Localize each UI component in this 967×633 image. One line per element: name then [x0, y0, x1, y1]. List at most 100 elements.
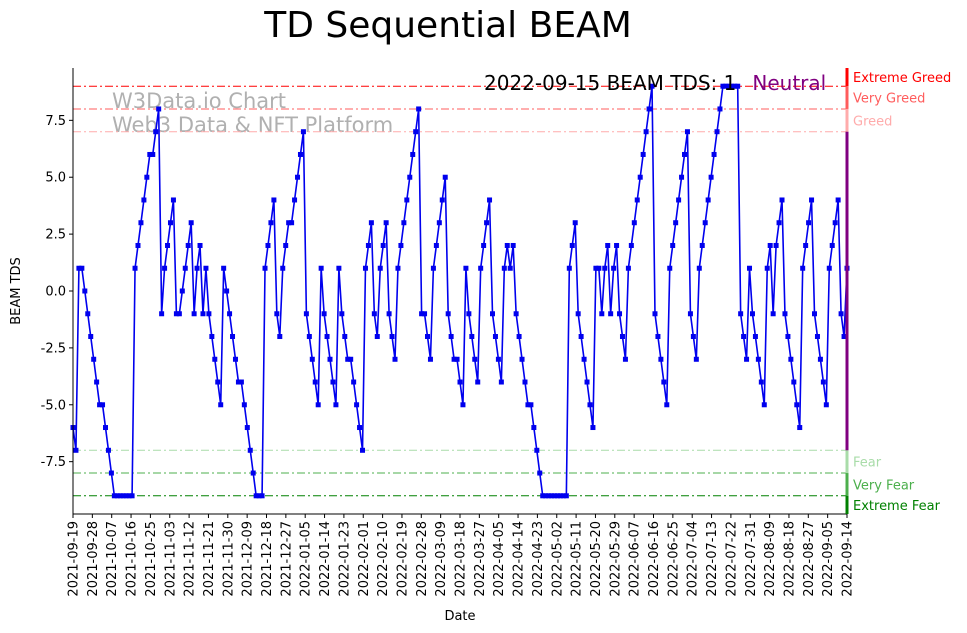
data-point	[430, 265, 436, 271]
data-point	[534, 447, 540, 453]
data-point	[398, 242, 404, 248]
data-point	[286, 220, 292, 226]
x-tick-label: 2022-05-11	[570, 521, 585, 597]
data-point	[557, 493, 563, 499]
data-point	[123, 493, 129, 499]
annotation-text: 2022-09-15 BEAM TDS: 1	[484, 71, 736, 95]
data-point	[105, 447, 111, 453]
zone-label-3: Fear	[853, 456, 882, 471]
data-point	[362, 265, 368, 271]
data-point	[451, 356, 457, 362]
y-ticks: 7.5 5.0 2.5 0.0 -2.5 -5.0 -7.5	[41, 114, 73, 470]
data-point	[469, 334, 475, 340]
data-point	[94, 379, 100, 385]
data-point	[684, 129, 690, 135]
data-point	[552, 493, 558, 499]
data-point	[755, 356, 761, 362]
data-point	[410, 151, 416, 157]
data-point	[182, 265, 188, 271]
data-point	[492, 334, 498, 340]
data-point	[232, 356, 238, 362]
data-point	[516, 334, 522, 340]
data-point	[209, 334, 215, 340]
data-point	[687, 311, 693, 317]
data-point	[560, 493, 566, 499]
x-tick-label: 2022-07-31	[744, 521, 759, 597]
data-point	[368, 220, 374, 226]
data-point	[159, 311, 165, 317]
data-point	[200, 311, 206, 317]
data-point	[608, 311, 614, 317]
data-point	[386, 311, 392, 317]
data-point	[345, 356, 351, 362]
data-point	[436, 220, 442, 226]
data-point	[82, 288, 88, 294]
data-point	[117, 493, 123, 499]
data-point	[726, 83, 732, 89]
latest-annotation: 2022-09-15 BEAM TDS: 1 Neutral	[484, 71, 826, 95]
x-tick-label: 2021-11-21	[202, 521, 217, 597]
data-point	[419, 311, 425, 317]
data-point	[259, 493, 265, 499]
data-point	[794, 402, 800, 408]
y-tick-label: 7.5	[45, 114, 66, 129]
data-point	[147, 151, 153, 157]
data-point	[593, 265, 599, 271]
data-point	[114, 493, 120, 499]
data-point	[490, 311, 495, 317]
data-point	[354, 402, 360, 408]
data-point	[188, 220, 194, 226]
sentiment-band-5	[845, 495, 849, 514]
data-point	[664, 402, 670, 408]
data-point	[797, 425, 803, 431]
data-point	[280, 265, 286, 271]
data-point	[735, 83, 741, 89]
x-tick-label: 2022-06-25	[666, 521, 681, 597]
data-point	[265, 242, 271, 248]
data-point	[194, 265, 200, 271]
data-point	[525, 402, 531, 408]
data-point	[206, 311, 212, 317]
data-point	[611, 265, 617, 271]
data-point	[495, 356, 501, 362]
x-ticks: 2021-09-19 2021-09-28 2021-10-07 2021-10-16…	[67, 514, 856, 597]
data-point	[324, 334, 330, 340]
data-point	[744, 356, 750, 362]
sentiment-band-4	[845, 473, 849, 496]
data-point	[138, 220, 144, 226]
data-point	[812, 311, 817, 317]
data-point	[374, 334, 380, 340]
data-point	[256, 493, 262, 499]
x-tick-label: 2021-09-19	[67, 521, 82, 597]
data-point	[371, 311, 377, 317]
data-point	[809, 197, 815, 203]
data-point	[540, 493, 546, 499]
data-point	[554, 493, 560, 499]
data-point	[235, 379, 241, 385]
data-point	[637, 174, 643, 180]
data-point	[566, 265, 572, 271]
data-point	[460, 402, 466, 408]
data-point	[758, 379, 764, 385]
data-point	[76, 265, 82, 271]
data-point	[528, 402, 534, 408]
data-point	[173, 311, 179, 317]
data-point	[274, 311, 280, 317]
data-point	[537, 470, 543, 476]
data-point	[176, 311, 182, 317]
data-point	[262, 265, 268, 271]
data-point	[244, 425, 250, 431]
data-point	[141, 197, 147, 203]
data-point	[649, 83, 655, 89]
data-point	[351, 379, 357, 385]
x-tick-label: 2022-05-02	[550, 521, 565, 597]
data-point	[622, 356, 628, 362]
y-tick-label: -2.5	[41, 341, 66, 356]
data-point	[227, 311, 233, 317]
x-tick-label: 2022-07-22	[724, 521, 739, 597]
x-tick-label: 2022-06-07	[628, 521, 643, 597]
data-point	[481, 242, 487, 248]
x-tick-label: 2021-09-28	[86, 521, 101, 597]
data-point	[614, 242, 620, 248]
threshold-lines	[73, 85, 847, 497]
